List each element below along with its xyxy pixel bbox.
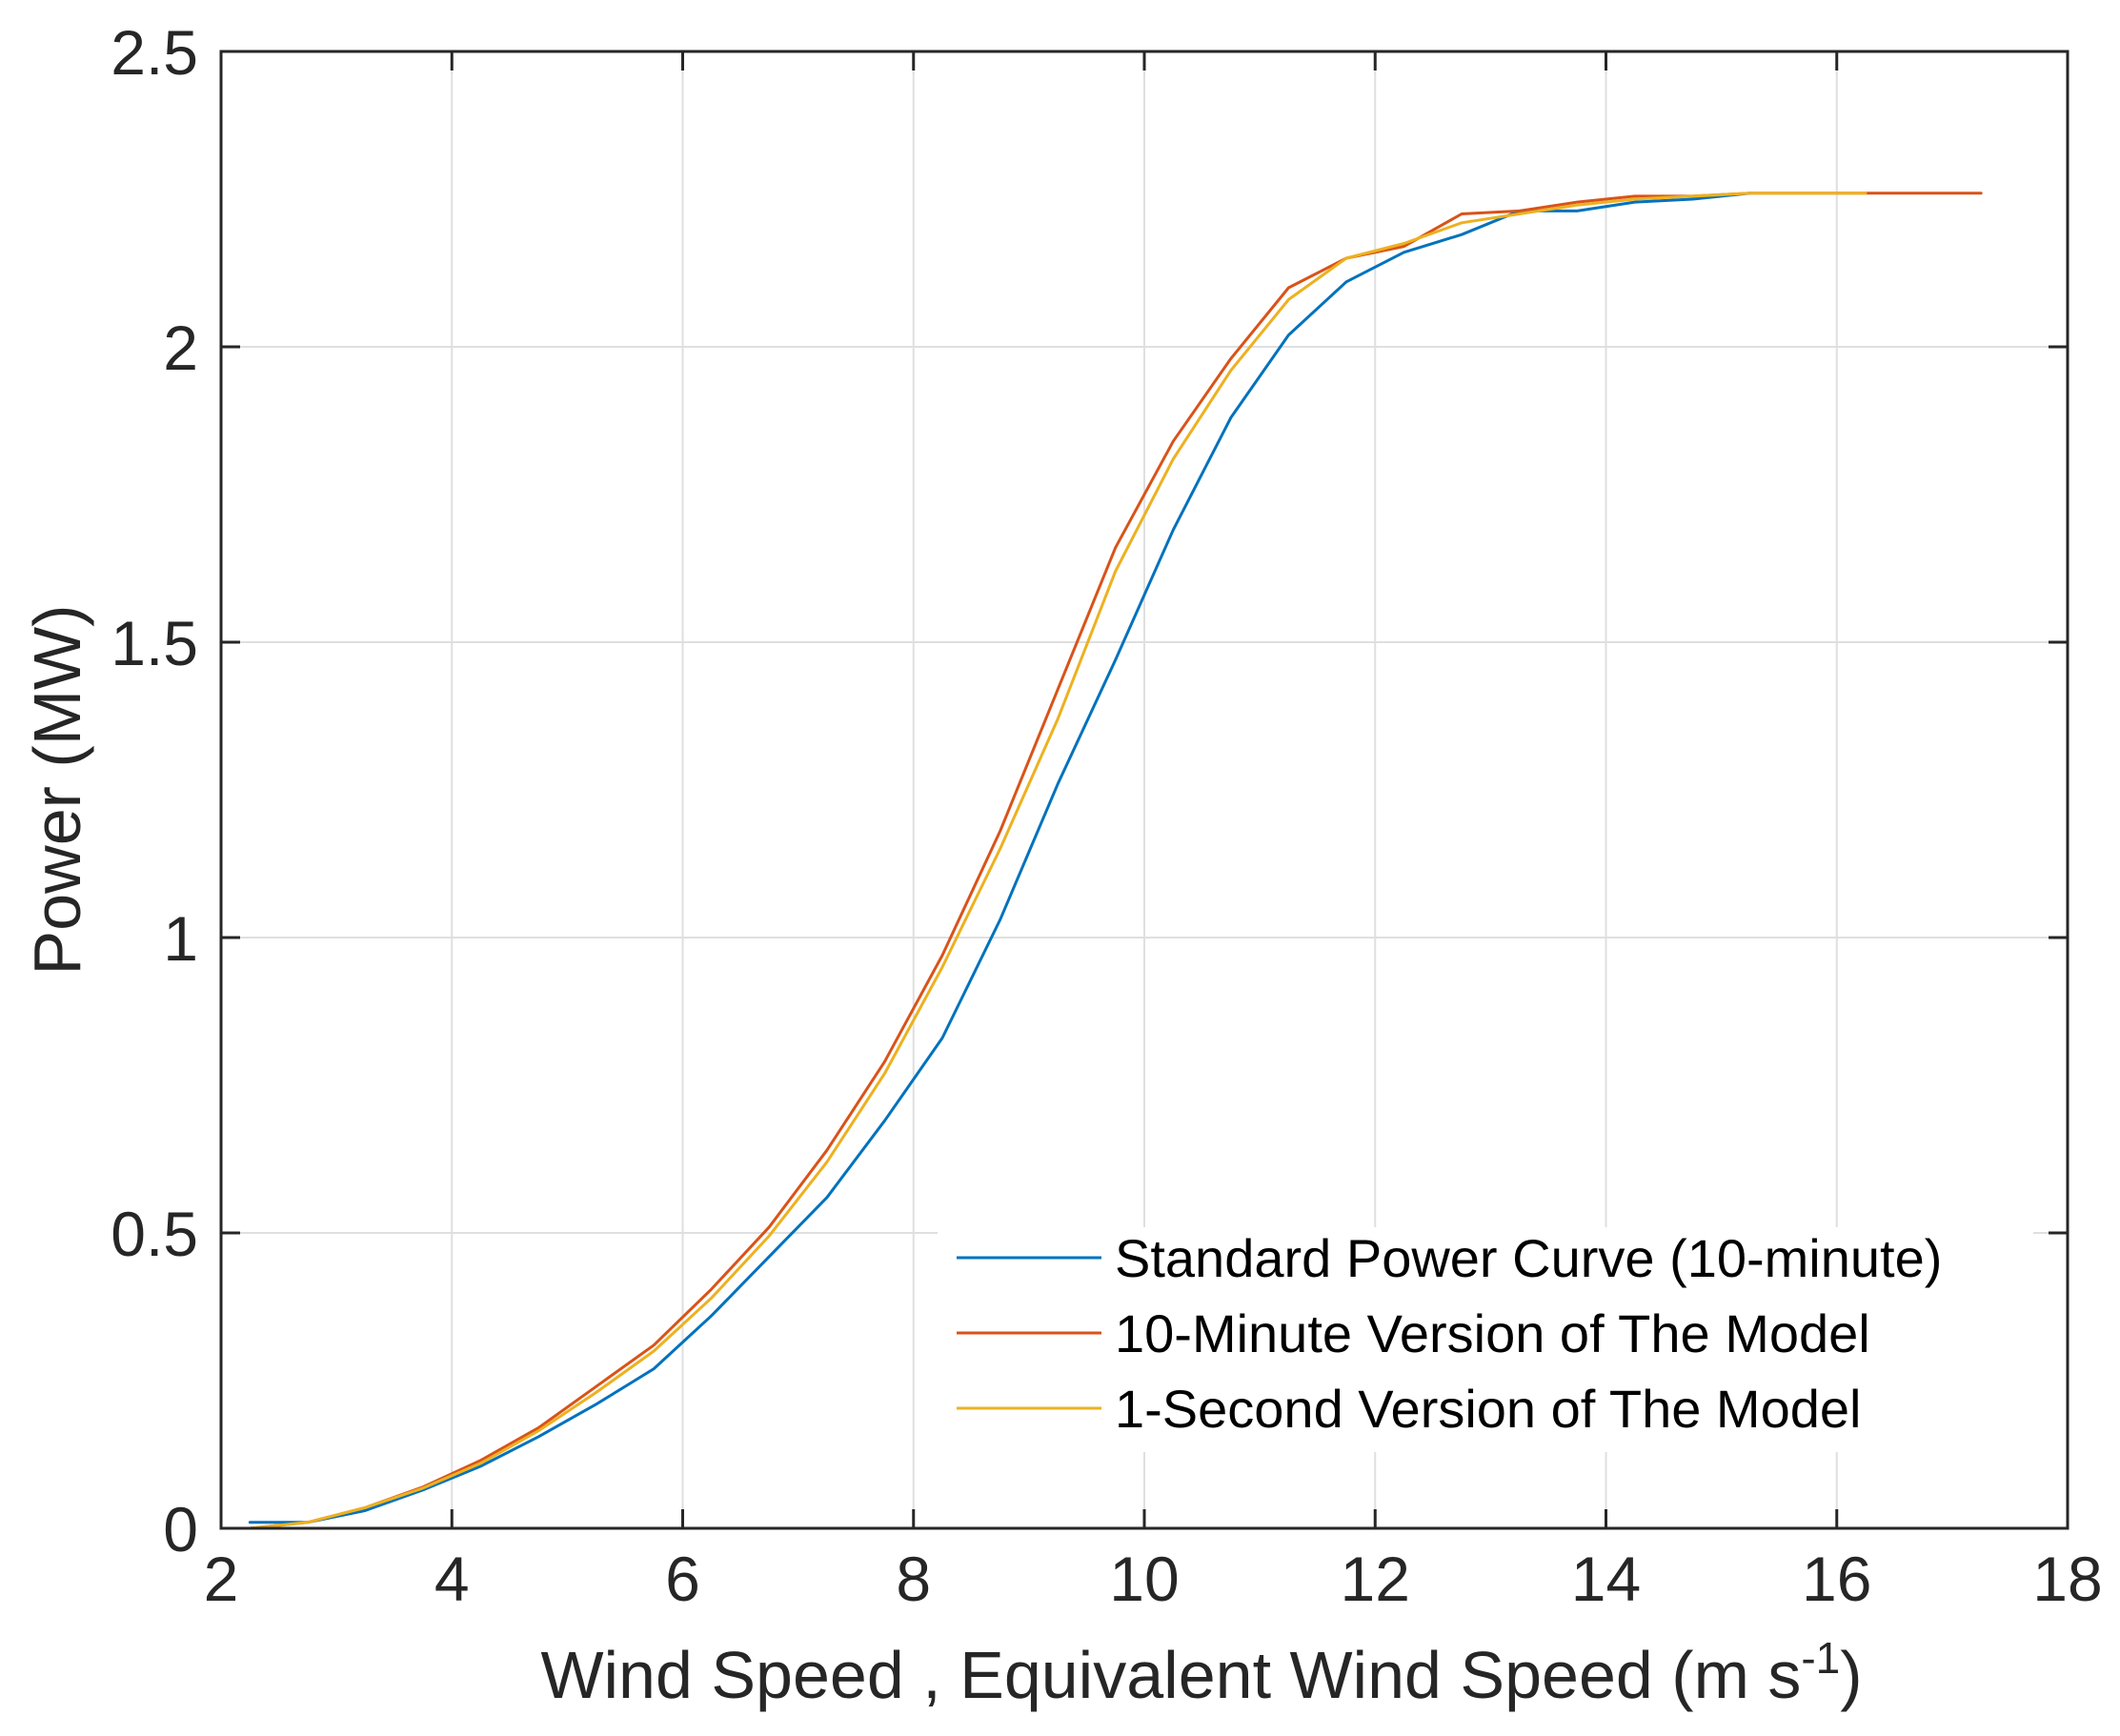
y-axis-label: Power (MW) bbox=[20, 605, 94, 976]
x-tick-label: 18 bbox=[2032, 1544, 2102, 1614]
x-tick-label: 4 bbox=[434, 1544, 470, 1614]
legend: Standard Power Curve (10-minute) 10-Minut… bbox=[938, 1227, 2033, 1452]
y-tick-label: 0.5 bbox=[111, 1199, 198, 1269]
y-tick-label: 1 bbox=[163, 903, 198, 974]
legend-label: 1-Second Version of The Model bbox=[1115, 1379, 1861, 1439]
y-tick-label: 2.5 bbox=[111, 17, 198, 88]
x-axis-label-suffix: ) bbox=[1840, 1638, 1862, 1712]
series-layer bbox=[248, 192, 1983, 1530]
x-axis-label-superscript: -1 bbox=[1801, 1633, 1840, 1683]
x-tick-label: 2 bbox=[204, 1544, 239, 1614]
series-line-1 bbox=[248, 192, 1752, 1524]
legend-label: 10-Minute Version of The Model bbox=[1115, 1303, 1870, 1363]
x-tick-label: 16 bbox=[1802, 1544, 1871, 1614]
x-tick-label: 14 bbox=[1571, 1544, 1641, 1614]
x-tick-label: 8 bbox=[896, 1544, 931, 1614]
x-tick-label: 10 bbox=[1109, 1544, 1179, 1614]
y-tick-label: 0 bbox=[163, 1494, 198, 1564]
axis-ticks bbox=[219, 50, 2070, 1530]
series-line-3 bbox=[248, 192, 1868, 1530]
grid-lines bbox=[221, 51, 2068, 1528]
y-tick-label: 1.5 bbox=[111, 608, 198, 678]
x-tick-label: 6 bbox=[665, 1544, 700, 1614]
x-tick-label: 12 bbox=[1341, 1544, 1410, 1614]
legend-label: Standard Power Curve (10-minute) bbox=[1115, 1228, 1942, 1288]
x-tick-labels: 2 4 6 8 10 12 14 16 18 bbox=[204, 1544, 2103, 1614]
x-axis-label-main: Wind Speed , Equivalent Wind Speed (m s bbox=[540, 1638, 1801, 1712]
y-tick-label: 2 bbox=[163, 313, 198, 383]
legend-box bbox=[938, 1227, 2033, 1452]
x-axis-label: Wind Speed , Equivalent Wind Speed (m s-… bbox=[540, 1633, 1862, 1712]
y-tick-labels: 0 0.5 1 1.5 2 2.5 bbox=[111, 17, 198, 1564]
